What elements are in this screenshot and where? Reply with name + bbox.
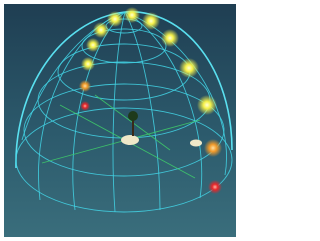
sun	[179, 58, 199, 78]
sun	[93, 22, 109, 38]
sun-path-illustration	[0, 0, 240, 241]
sun	[142, 12, 160, 30]
sun	[208, 180, 222, 194]
tree-crown	[128, 111, 138, 121]
sun	[80, 101, 90, 111]
sun	[124, 7, 140, 23]
sun	[197, 95, 217, 115]
ground-disc	[190, 140, 202, 147]
sun	[86, 38, 100, 52]
sun	[161, 29, 179, 47]
sun	[204, 139, 222, 157]
sun	[107, 11, 123, 27]
sun	[79, 80, 91, 92]
sun	[81, 57, 95, 71]
ground-disc	[121, 135, 139, 145]
